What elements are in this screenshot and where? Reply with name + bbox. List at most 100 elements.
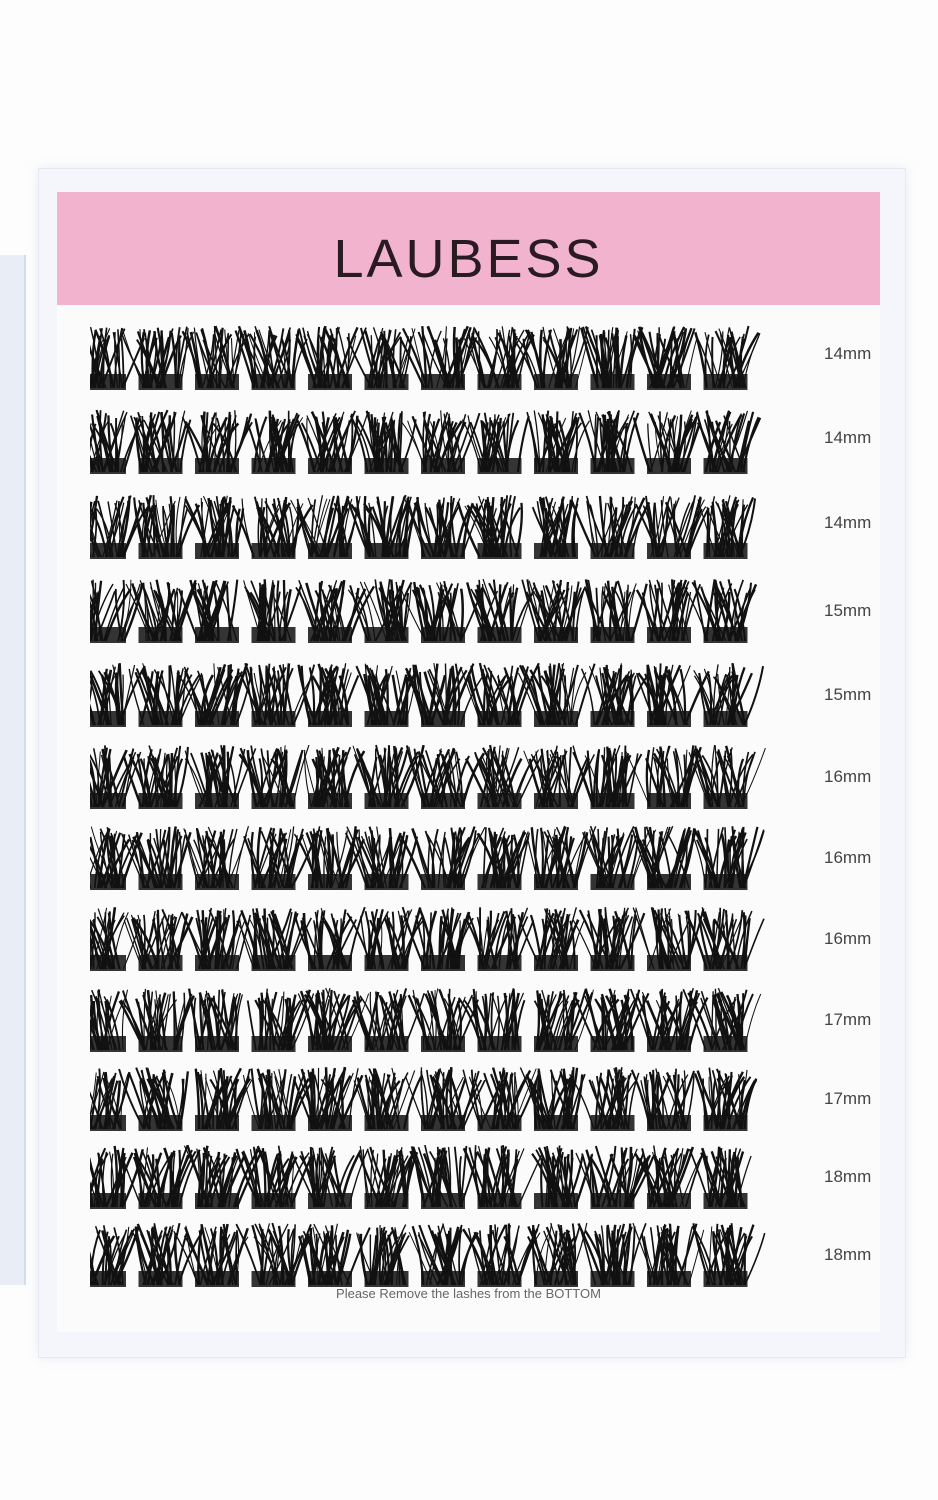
lash-cluster	[181, 907, 252, 971]
lash-cluster	[584, 579, 648, 643]
lash-row: 18mm	[90, 1141, 880, 1221]
lash-cluster	[569, 1067, 640, 1131]
lash-cluster	[694, 325, 761, 390]
lash-card: LAUBESS Please Remove the lashes from th…	[57, 192, 880, 1332]
lash-cluster	[580, 326, 644, 390]
lash-row-clusters	[90, 744, 766, 809]
lash-cluster	[90, 826, 143, 890]
lash-cluster	[90, 1225, 140, 1287]
lash-cluster	[238, 744, 310, 809]
lash-row-clusters	[90, 987, 762, 1052]
lash-cluster	[526, 410, 591, 474]
lash-cluster	[407, 988, 479, 1052]
lash-cluster	[463, 326, 535, 390]
lash-cluster	[572, 988, 650, 1052]
lash-row: 15mm	[90, 575, 880, 655]
lash-cluster	[682, 987, 762, 1052]
lash-length-label: 17mm	[824, 1010, 872, 1029]
lash-row-clusters	[90, 578, 758, 643]
lash-length-label: 16mm	[824, 929, 872, 948]
lash-cluster	[531, 1145, 594, 1209]
lash-cluster	[405, 1067, 486, 1131]
lash-row-clusters	[90, 906, 765, 971]
lash-cluster	[298, 1223, 371, 1287]
lash-cluster	[688, 1146, 752, 1209]
lash-cluster	[476, 827, 531, 890]
lash-cluster	[347, 578, 413, 643]
lash-row: 14mm	[90, 322, 880, 402]
brand-header: LAUBESS	[57, 192, 880, 305]
lash-cluster	[533, 989, 594, 1052]
lash-cluster	[183, 826, 250, 890]
lash-cluster	[184, 745, 257, 809]
lash-cluster	[635, 663, 710, 727]
lash-row-clusters	[90, 1144, 752, 1209]
lash-cluster	[290, 495, 361, 559]
lash-length-label: 16mm	[824, 848, 872, 867]
lash-cluster	[297, 663, 360, 727]
lash-length-label: 18mm	[824, 1245, 872, 1264]
lash-cluster	[575, 1145, 655, 1209]
removal-notice: Please Remove the lashes from the BOTTOM	[336, 1286, 601, 1301]
lash-cluster	[400, 580, 483, 643]
lash-cluster	[625, 745, 703, 809]
lash-cluster	[132, 1223, 204, 1287]
lash-cluster	[234, 325, 308, 390]
lash-cluster	[525, 825, 597, 890]
lash-cluster	[635, 579, 702, 643]
lash-cluster	[293, 826, 365, 890]
lash-cluster	[90, 663, 146, 727]
lash-cluster	[527, 1222, 588, 1287]
lash-cluster	[133, 494, 201, 559]
lash-cluster	[460, 662, 540, 727]
lash-cluster	[464, 907, 535, 971]
lash-cluster	[346, 907, 424, 971]
lash-row-clusters	[90, 494, 757, 559]
lash-row: 18mm	[90, 1219, 880, 1299]
lash-length-label: 14mm	[824, 428, 872, 447]
lash-cluster	[293, 1066, 364, 1131]
lash-cluster	[90, 326, 145, 390]
lash-cluster	[634, 495, 710, 559]
lash-cluster	[461, 412, 530, 474]
lash-cluster	[581, 825, 657, 890]
lash-cluster	[90, 409, 145, 474]
lash-cluster	[577, 1222, 647, 1287]
lash-cluster	[235, 1145, 313, 1209]
lash-cluster	[351, 988, 425, 1052]
lash-cluster	[531, 496, 579, 559]
lash-cluster	[409, 1144, 478, 1209]
lash-cluster	[684, 907, 765, 971]
lash-row: 14mm	[90, 491, 880, 571]
lash-row: 16mm	[90, 903, 880, 983]
lash-cluster	[90, 579, 144, 643]
lash-cluster	[408, 1223, 479, 1287]
lash-cluster	[295, 579, 375, 643]
lash-row: 17mm	[90, 984, 880, 1064]
lash-cluster	[90, 1145, 144, 1209]
lash-cluster	[688, 744, 766, 809]
lash-cluster	[457, 988, 526, 1052]
lash-cluster	[693, 1067, 758, 1131]
lash-row: 16mm	[90, 741, 880, 821]
lash-cluster	[243, 826, 318, 890]
lash-cluster	[125, 579, 197, 643]
lash-cluster	[347, 494, 419, 559]
lash-row: 14mm	[90, 406, 880, 486]
lash-cluster	[181, 410, 253, 474]
lash-cluster	[358, 1145, 419, 1209]
lash-cluster	[121, 326, 195, 390]
lash-row-clusters	[90, 825, 765, 890]
lash-cluster	[353, 1067, 422, 1131]
lash-cluster	[128, 663, 203, 727]
lash-cluster	[129, 409, 192, 474]
lash-cluster	[118, 1067, 190, 1131]
brand-logo: LAUBESS	[333, 229, 604, 289]
lash-row-clusters	[90, 325, 761, 390]
lash-cluster	[231, 496, 314, 559]
lash-cluster	[120, 826, 192, 890]
lash-cluster	[629, 987, 709, 1052]
lash-cluster	[405, 745, 486, 809]
lash-length-label: 15mm	[824, 685, 872, 704]
lash-cluster	[178, 579, 239, 643]
